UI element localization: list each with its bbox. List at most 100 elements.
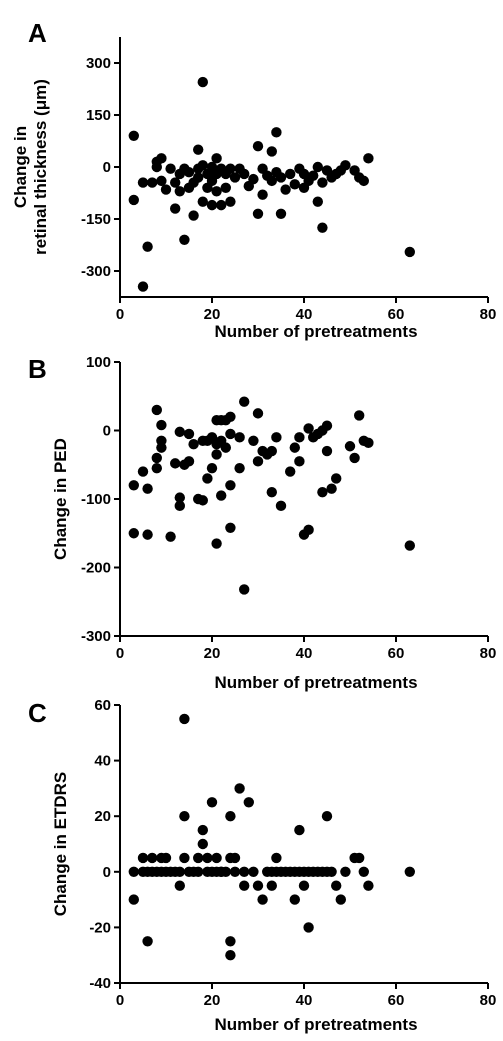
data-point [363, 437, 374, 449]
data-point [239, 396, 250, 407]
data-point [211, 538, 222, 549]
data-point [275, 500, 287, 512]
data-point [183, 428, 195, 440]
panel-letter: B [28, 354, 47, 384]
data-point [174, 186, 185, 197]
x-tick-label: 60 [388, 992, 405, 1009]
data-point [234, 462, 245, 474]
x-tick-label: 80 [480, 306, 497, 323]
data-point [248, 173, 259, 185]
data-point [326, 866, 337, 877]
data-point [160, 852, 172, 864]
data-point [294, 456, 305, 467]
data-point [165, 531, 176, 542]
data-point [225, 411, 236, 422]
data-point [128, 528, 139, 539]
data-point [225, 936, 236, 947]
data-point [179, 811, 190, 822]
data-point [239, 168, 250, 180]
data-point [312, 161, 323, 173]
data-point [197, 838, 208, 850]
data-point [321, 811, 333, 822]
data-point [160, 184, 172, 195]
data-points [128, 76, 415, 292]
data-point [174, 880, 185, 891]
x-tick-label: 0 [116, 306, 124, 323]
data-point [156, 175, 167, 187]
data-point [363, 880, 374, 891]
data-point [294, 824, 305, 836]
data-point [234, 783, 245, 794]
data-point [340, 160, 351, 171]
data-point [188, 439, 199, 450]
data-point [188, 210, 199, 221]
data-point [193, 172, 204, 183]
data-points [128, 396, 415, 595]
data-point [225, 522, 236, 533]
panel-letter: C [28, 698, 47, 728]
data-point [170, 458, 181, 469]
data-point [303, 423, 314, 434]
y-tick-label: -40 [89, 975, 111, 992]
y-tick-label: 0 [103, 423, 111, 440]
y-tick-label: -20 [89, 919, 111, 936]
data-point [340, 866, 351, 877]
data-point [289, 442, 300, 453]
data-point [220, 866, 231, 877]
data-point [266, 880, 277, 891]
data-point [151, 452, 162, 464]
data-point [193, 852, 204, 864]
data-point [321, 445, 333, 457]
data-point [156, 419, 167, 431]
data-point [285, 168, 296, 180]
y-tick-label: 100 [86, 354, 111, 371]
data-point [252, 456, 264, 467]
data-point [202, 473, 213, 484]
data-point [285, 466, 296, 477]
data-point [211, 449, 222, 460]
data-point [303, 922, 314, 933]
data-point [170, 177, 181, 188]
data-point [363, 153, 374, 164]
x-tick-label: 20 [204, 992, 221, 1009]
data-point [193, 866, 204, 877]
data-point [266, 175, 277, 187]
data-point [151, 161, 162, 173]
data-point [165, 163, 176, 174]
y-tick-label: -300 [81, 628, 111, 645]
data-point [257, 894, 268, 905]
data-point [239, 584, 250, 595]
data-point [289, 894, 300, 905]
data-point [248, 866, 259, 877]
data-point [179, 852, 190, 864]
data-point [183, 456, 195, 467]
data-point [156, 153, 167, 164]
data-point [179, 713, 190, 725]
x-tick-label: 20 [204, 306, 221, 323]
data-point [289, 179, 300, 190]
data-points [128, 713, 415, 961]
panel-b: B 100 0 -100 -200 -300 0 20 40 60 80 Number of pret… [28, 354, 496, 692]
data-point [271, 127, 282, 138]
data-point [137, 177, 149, 188]
y-axis-label: retinal thickness (μm) [31, 79, 50, 255]
data-point [137, 852, 149, 864]
data-point [197, 824, 208, 836]
data-point [197, 160, 208, 171]
data-point [128, 130, 139, 141]
data-point [331, 880, 342, 891]
panel-c: C 60 40 20 0 -20 -40 0 20 40 60 80 Number of pretrea… [28, 697, 496, 1034]
data-point [216, 199, 227, 211]
y-tick-label: 60 [94, 697, 111, 714]
panel-a: A 300 150 0 -150 -300 0 20 40 60 80 Number of pretr… [11, 18, 496, 341]
y-tick-label: 40 [94, 753, 111, 770]
x-tick-label: 80 [480, 645, 497, 662]
y-tick-label: -100 [81, 491, 111, 508]
data-point [404, 246, 415, 258]
data-point [308, 170, 319, 181]
data-point [147, 852, 158, 864]
data-point [202, 852, 213, 864]
data-point [225, 950, 236, 961]
data-point [239, 880, 250, 891]
